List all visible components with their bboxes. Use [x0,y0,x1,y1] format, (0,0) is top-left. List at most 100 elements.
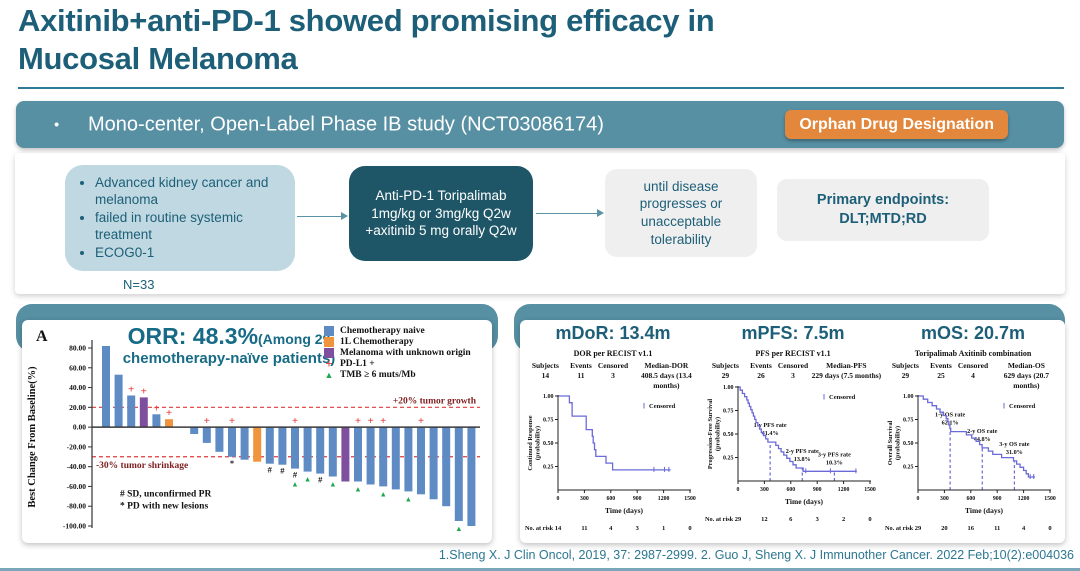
panel-a-label: A [36,328,48,345]
y-tick-label: 0.25 [903,465,914,471]
stats-header: Subjects [891,361,919,370]
km-rate-annotation: 44.8% [974,436,991,443]
stats-column: Subjects 29 [884,361,927,390]
study-description: Mono-center, Open-Label Phase IB study (… [88,113,604,135]
pdl1-plus-marker: + [141,385,147,397]
waterfall-bar [114,374,123,428]
legend-label: 1L Chemotherapy [340,337,414,347]
y-tick-label: -80.00 [67,502,87,511]
stats-column: Median-PFS 229 days (7.5 months) [811,361,882,381]
stats-value: 25 [937,370,945,380]
km-rate-annotation: 62.1% [942,420,959,427]
waterfall-bar [341,427,350,482]
pdl1-plus-marker: + [418,415,424,427]
x-tick-label: 1500 [1044,496,1056,502]
legend-item: ▲ TMB ≥ 6 muts/Mb [324,370,471,380]
risk-value: 14 [555,525,562,532]
stats-value: 26 [757,370,765,380]
km-rate-annotation: 3-y PFS rate [818,451,851,458]
km-subtitle: Toripalimab Axitinib combination [914,349,1032,358]
bottom-rule [0,568,1080,571]
waterfall-bar [454,427,463,521]
orr-headline: ORR: 48.3%(Among 29 chemotherapy-naïve p… [110,323,348,368]
legend-item: Chemotherapy naive [324,326,471,336]
stats-value: 14 [541,370,550,380]
km-rate-annotation: 2-y OS rate [967,428,997,435]
waterfall-bar [127,395,136,428]
legend-square-swatch [324,326,334,336]
x-tick-label: 1200 [1018,496,1030,502]
tmb-triangle-marker: ▲ [379,489,386,498]
x-tick-label: 0 [737,487,740,493]
y-tick-label: 1.00 [543,394,554,400]
y-tick-label: 80.00 [69,344,86,353]
risk-value: 1 [662,525,665,532]
y-tick-label: 0.75 [903,418,914,424]
y-tick-label: -100.00 [63,522,86,531]
x-tick-label: 900 [813,487,822,493]
km-rate-annotation: 1-y PFS rate [754,422,787,429]
risk-value: 29 [915,525,922,532]
orr-subtext-1: (Among 29 [258,331,331,347]
waterfall-bar [366,427,375,485]
stats-header: Events [750,361,772,370]
title-underline [18,87,1064,89]
km-step-curve [738,385,857,472]
y-tick-label: 0.50 [903,441,914,447]
stats-column: Events 26 [747,361,775,381]
waterfall-bar [152,414,161,428]
stats-column: Median-OS 629 days (20.7 months) [991,361,1062,390]
orr-value: ORR: 48.3% [127,323,259,349]
waterfall-bar [303,427,312,472]
stats-header: Events [570,361,592,370]
stats-column: Median-DOR 408.5 days (13.4 months) [631,361,702,390]
waterfall-ylabel: Best Change From Baseline(%) [27,366,38,508]
y-tick-label: -20.00 [67,442,87,451]
waterfall-bar [354,427,362,482]
risk-value: 2 [842,516,845,523]
tmb-triangle-marker: ▲ [329,480,336,489]
x-tick-label: 600 [786,487,795,493]
inclusion-criteria-list: Advanced kidney cancer and melanomafaile… [79,175,287,261]
pdl1-plus-marker: + [128,383,134,395]
bullet-icon: • [54,116,60,133]
pdl1-plus-marker: + [380,415,386,427]
legend-label: PD-L1 + [340,359,375,369]
x-tick-label: 300 [760,487,769,493]
y-tick-label: 0.75 [543,418,554,424]
slide-title-line2: Mucosal Melanoma [18,40,298,76]
x-tick-label: 1500 [864,487,876,493]
km-title: mPFS: 7.5m [741,323,845,343]
stats-value: 229 days (7.5 months) [811,370,882,380]
legend-item: + PD-L1 + [324,357,471,370]
waterfall-bar [442,427,451,507]
stats-column: Censored 3 [595,361,631,390]
x-tick-label: 1200 [658,496,670,502]
km-rate-annotation: 13.8% [794,456,811,463]
waterfall-bar [417,427,425,495]
treatment-box: Anti-PD-1 Toripalimab 1mg/kg or 3mg/kg Q… [349,166,533,261]
pdl1-plus-marker: + [153,402,159,414]
waterfall-bar [253,427,262,462]
y-tick-label: 1.00 [723,385,734,391]
km-xlabel: Time (days) [605,506,643,515]
y-tick-label: 0.25 [543,465,554,471]
x-tick-label: 0 [917,496,920,502]
stats-column: Events 11 [567,361,595,390]
x-tick-label: 900 [633,496,642,502]
inclusion-item: failed in routine systemic treatment [95,210,287,244]
bar-note: # [293,470,298,480]
waterfall-footnote: * PD with new lesions [120,501,208,511]
y-tick-label: -40.00 [67,462,87,471]
survival-charts-card: mDoR: 13.4m DOR per RECIST v1.1 Subjects 14… [520,320,1065,543]
inclusion-item: ECOG0-1 [95,245,287,262]
stats-column: Censored 3 [775,361,811,381]
km-xlabel: Time (days) [965,506,1003,515]
waterfall-bar [278,427,287,465]
bar-note: * [230,458,234,468]
km-rate-annotation: 31.0% [1006,449,1023,456]
waterfall-chart: +20% tumor growth-30% tumor shrinkage+ ++… [27,340,480,533]
stats-header: Censored [597,361,629,370]
study-design-card: Advanced kidney cancer and melanomafaile… [15,153,1065,294]
